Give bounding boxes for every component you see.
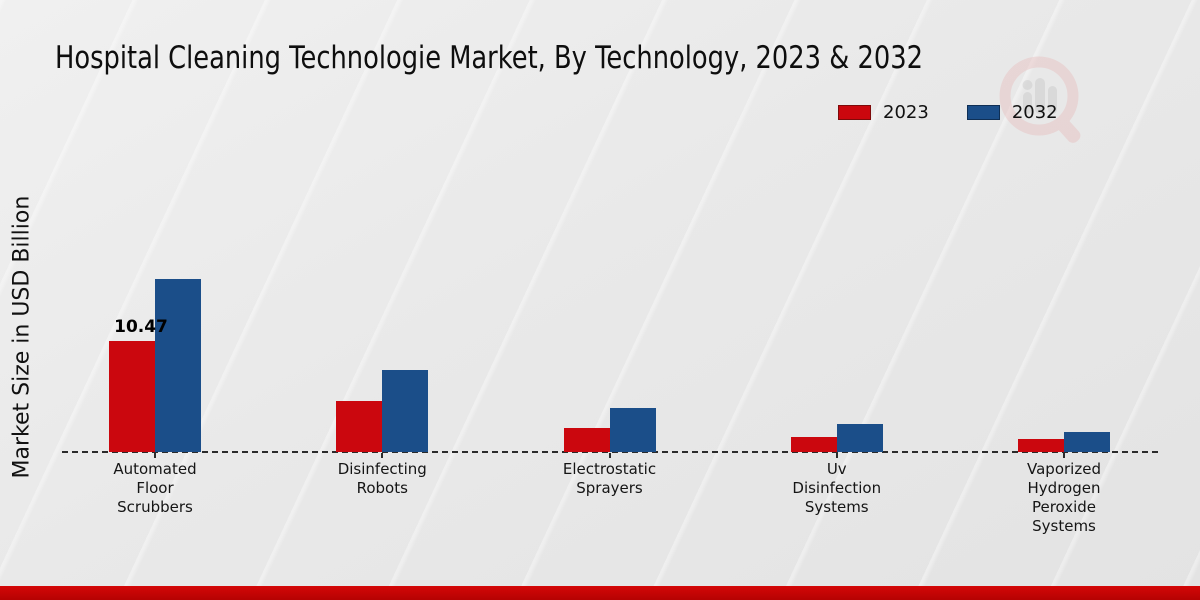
legend-swatch-2023 [838, 105, 871, 120]
category-label-electrostatic-sprayers: Electrostatic Sprayers [562, 460, 657, 497]
x-axis-baseline [62, 451, 1158, 453]
y-axis-label: Market Size in USD Billion [9, 195, 35, 479]
footer-accent-bar [0, 586, 1200, 600]
bar-2032-electrostatic-sprayers [609, 408, 656, 452]
bar-2023-electrostatic-sprayers [563, 428, 610, 452]
bar-2032-disinfecting-robots [382, 369, 429, 452]
bar-value-label: 10.47 [114, 317, 168, 338]
bar-2023-uv-disinfection-systems [790, 436, 837, 452]
legend-label: 2032 [1011, 102, 1058, 123]
legend: 2023 2032 [838, 102, 1058, 123]
legend-label: 2023 [883, 102, 929, 123]
bar-2023-disinfecting-robots [336, 401, 383, 452]
axis-tick [1063, 453, 1065, 458]
watermark-logo-icon [999, 56, 1081, 143]
legend-item-2023: 2023 [838, 102, 929, 123]
axis-tick [835, 453, 838, 458]
category-label-uv-disinfection-systems: Uv Disinfection Systems [792, 460, 882, 516]
category-label-vaporized-hydrogen-peroxide-systems: Vaporized Hydrogen Peroxide Systems [1027, 460, 1101, 535]
bar-2032-vaporized-hydrogen-peroxide-systems [1064, 431, 1110, 452]
category-label-automated-floor-scrubbers: Automated Floor Scrubbers [113, 460, 197, 516]
bar-2023-automated-floor-scrubbers [109, 341, 155, 452]
bar-2032-automated-floor-scrubbers [155, 279, 201, 452]
axis-tick [381, 453, 384, 458]
legend-swatch-2032 [966, 105, 1000, 120]
axis-tick [608, 453, 611, 458]
bar-2032-uv-disinfection-systems [836, 424, 883, 452]
legend-item-2032: 2032 [966, 102, 1058, 123]
bar-2023-vaporized-hydrogen-peroxide-systems [1018, 438, 1064, 452]
chart-title: Hospital Cleaning Technologie Market, By… [55, 40, 923, 76]
category-label-disinfecting-robots: Disinfecting Robots [337, 460, 427, 497]
axis-tick [154, 453, 156, 458]
